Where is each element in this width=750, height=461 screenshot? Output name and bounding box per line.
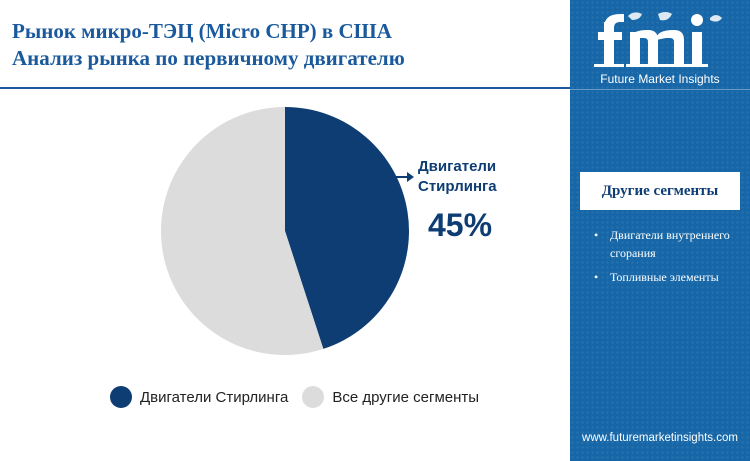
- fmi-logo: Future Market Insights: [570, 4, 750, 86]
- legend-item-stirling: Двигатели Стирлинга: [110, 386, 288, 408]
- other-segment-fuel-cells: Топливные элементы: [610, 270, 719, 284]
- title-divider: [0, 87, 570, 89]
- sidebar-divider: [570, 89, 750, 90]
- pie-slice-stirling: [285, 107, 409, 349]
- list-item: • Топливные элементы: [588, 268, 738, 286]
- legend-swatch-stirling: [110, 386, 132, 408]
- legend-label-stirling: Двигатели Стирлинга: [140, 388, 289, 406]
- callout-label: Двигатели Стирлинга: [418, 158, 497, 195]
- other-segment-ice: Двигатели внутреннего сгорания: [610, 228, 730, 260]
- bullet-icon: •: [594, 270, 599, 284]
- sidebar: Future Market Insights Другие сегменты •…: [570, 0, 750, 461]
- other-segments-list: • Двигатели внутреннего сгорания • Топли…: [588, 226, 738, 292]
- pie-slice-other: [160, 107, 324, 355]
- chart-panel: Рынок микро-ТЭЦ (Micro CHP) в США Анализ…: [0, 18, 570, 410]
- chart-title: Рынок микро-ТЭЦ (Micro CHP) в США Анализ…: [12, 18, 562, 72]
- chart-legend: Двигатели Стирлинга Все другие сегменты: [110, 384, 493, 410]
- chart-title-line1: Рынок микро-ТЭЦ (Micro CHP) в США: [12, 19, 392, 43]
- fmi-logo-mark-icon: [594, 12, 722, 67]
- logo-subtitle: Future Market Insights: [600, 72, 720, 86]
- legend-item-other: Все другие сегменты: [302, 386, 479, 408]
- callout-arrow-icon: [396, 172, 414, 182]
- list-item: • Двигатели внутреннего сгорания: [588, 226, 738, 262]
- legend-swatch-other: [302, 386, 325, 408]
- legend-label-other: Все другие сегменты: [332, 388, 480, 406]
- chart-title-line2: Анализ рынка по первичному двигателю: [12, 46, 405, 70]
- callout-value: 45%: [428, 207, 493, 243]
- website-link[interactable]: www.futuremarketinsights.com: [582, 432, 738, 444]
- pie-slices: [160, 107, 409, 355]
- pie-chart: [160, 107, 409, 355]
- other-segments-heading: Другие сегменты: [580, 172, 740, 210]
- bullet-icon: •: [594, 228, 599, 242]
